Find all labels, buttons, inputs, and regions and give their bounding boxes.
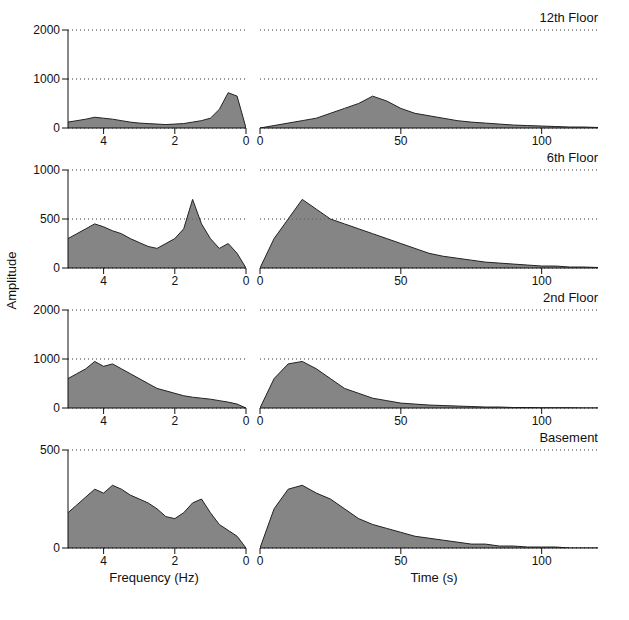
- svg-text:4: 4: [100, 554, 107, 568]
- svg-text:4: 4: [100, 274, 107, 288]
- svg-text:0: 0: [243, 554, 250, 568]
- svg-text:100: 100: [532, 274, 552, 288]
- svg-text:0: 0: [53, 261, 60, 275]
- svg-text:0: 0: [257, 134, 264, 148]
- svg-text:1000: 1000: [33, 72, 60, 86]
- svg-text:4: 4: [100, 134, 107, 148]
- svg-text:500: 500: [40, 212, 60, 226]
- svg-text:2: 2: [171, 274, 178, 288]
- svg-text:2: 2: [171, 134, 178, 148]
- svg-text:0: 0: [243, 414, 250, 428]
- svg-text:2: 2: [171, 414, 178, 428]
- html-text:Basement: Basement: [539, 430, 598, 445]
- svg-text:0: 0: [243, 134, 250, 148]
- svg-text:50: 50: [394, 414, 408, 428]
- svg-text:50: 50: [394, 554, 408, 568]
- svg-text:100: 100: [532, 414, 552, 428]
- svg-text:0: 0: [257, 554, 264, 568]
- svg-text:100: 100: [532, 134, 552, 148]
- svg-text:50: 50: [394, 274, 408, 288]
- svg-text:500: 500: [40, 443, 60, 457]
- html-text:6th Floor: 6th Floor: [546, 150, 598, 165]
- svg-text:0: 0: [257, 414, 264, 428]
- svg-text:50: 50: [394, 134, 408, 148]
- svg-text:4: 4: [100, 414, 107, 428]
- svg-text:0: 0: [257, 274, 264, 288]
- svg-text:0: 0: [53, 121, 60, 135]
- html-text:Frequency (Hz): Frequency (Hz): [109, 570, 199, 585]
- svg-text:100: 100: [532, 554, 552, 568]
- svg-text:2000: 2000: [33, 303, 60, 317]
- html-text:Amplitude: Amplitude: [4, 251, 20, 309]
- svg-text:0: 0: [53, 401, 60, 415]
- svg-text:0: 0: [53, 541, 60, 555]
- svg-text:1000: 1000: [33, 163, 60, 177]
- html-text:12th Floor: 12th Floor: [539, 10, 598, 25]
- svg-text:2: 2: [171, 554, 178, 568]
- svg-text:0: 0: [243, 274, 250, 288]
- html-text:Time (s): Time (s): [410, 570, 458, 585]
- html-text:2nd Floor: 2nd Floor: [543, 290, 598, 305]
- svg-text:1000: 1000: [33, 352, 60, 366]
- svg-text:2000: 2000: [33, 23, 60, 37]
